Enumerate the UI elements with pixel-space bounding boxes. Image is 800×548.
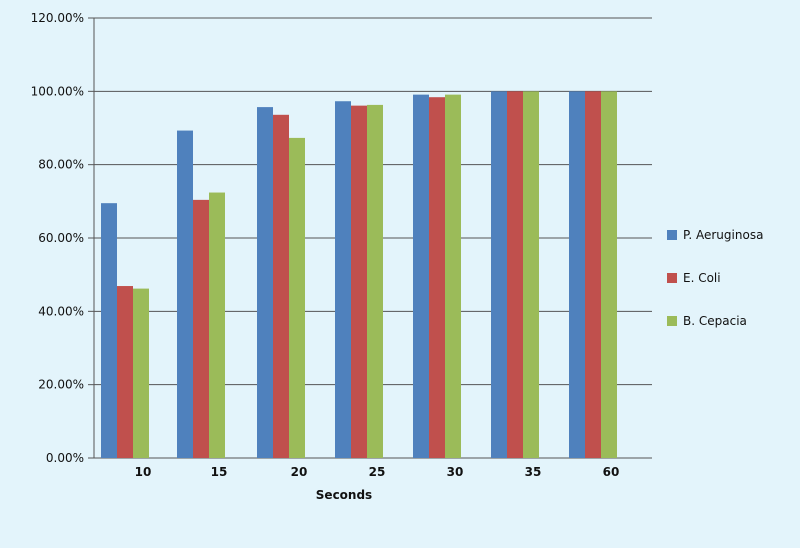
x-tick-label: 20 — [291, 465, 308, 479]
bar — [273, 114, 289, 459]
bar — [257, 107, 273, 458]
legend-swatch — [667, 230, 677, 240]
legend-label: E. Coli — [683, 271, 721, 285]
legend-label: P. Aeruginosa — [683, 228, 763, 242]
bar — [429, 97, 445, 458]
x-tick-label: 25 — [369, 465, 386, 479]
bar — [601, 91, 617, 458]
bar — [445, 94, 461, 458]
x-tick-label: 15 — [211, 465, 228, 479]
bar — [523, 91, 539, 458]
y-tick-label: 80.00% — [38, 158, 84, 172]
bar — [177, 130, 193, 459]
bar — [289, 137, 305, 458]
bar — [491, 91, 507, 458]
bar — [193, 199, 209, 458]
bar — [133, 288, 149, 458]
x-tick-label: 35 — [525, 465, 542, 479]
y-tick-label: 20.00% — [38, 378, 84, 392]
legend-label: B. Cepacia — [683, 314, 747, 328]
y-tick-label: 60.00% — [38, 231, 84, 245]
bar — [413, 94, 429, 458]
legend: P. Aeruginosa E. Coli B. Cepacia — [667, 228, 763, 328]
y-tick-label: 0.00% — [46, 451, 84, 465]
x-tick-label: 60 — [603, 465, 620, 479]
x-tick-label: 30 — [447, 465, 464, 479]
x-axis-title: Seconds — [316, 488, 372, 502]
x-tick-label: 10 — [135, 465, 152, 479]
bar — [351, 105, 367, 458]
y-tick-label: 40.00% — [38, 304, 84, 318]
bar — [335, 101, 351, 458]
bar — [209, 192, 225, 459]
bar — [117, 286, 133, 458]
bar — [507, 91, 523, 458]
bar — [367, 104, 383, 459]
bar — [101, 203, 117, 458]
y-tick-label: 120.00% — [31, 11, 84, 25]
legend-swatch — [667, 316, 677, 326]
bar — [569, 91, 585, 458]
legend-swatch — [667, 273, 677, 283]
bar — [585, 91, 601, 458]
bars — [101, 91, 617, 459]
y-tick-label: 100.00% — [31, 84, 84, 98]
axes: 0.00% 20.00% 40.00% 60.00% 80.00% 100.00% 120.… — [31, 11, 620, 479]
